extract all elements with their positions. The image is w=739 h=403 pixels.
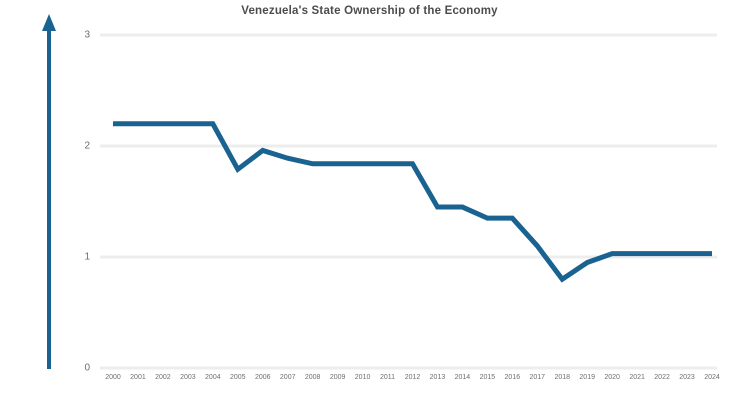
x-axis-tick-label: 2008 <box>304 374 321 381</box>
y-axis-labels: 0 1 2 3 <box>42 0 90 403</box>
x-axis-tick-label: 2000 <box>105 374 121 381</box>
x-axis-tick-label: 2012 <box>404 374 421 381</box>
x-axis-tick-label: 2015 <box>479 374 496 381</box>
x-axis-tick-label: 2002 <box>155 374 171 381</box>
x-axis-tick-label: 2024 <box>704 374 720 381</box>
x-axis-tick-label: 2022 <box>654 374 670 381</box>
x-axis-tick-label: 2020 <box>604 374 620 381</box>
x-axis-tick-label: 2016 <box>504 374 521 381</box>
y-axis-tick-label: 1 <box>84 251 90 263</box>
data-series-line <box>113 121 712 283</box>
x-axis-tick-label: 2009 <box>329 374 346 381</box>
x-axis-tick-label: 2011 <box>380 374 396 381</box>
x-axis-tick-label: 2018 <box>554 374 571 381</box>
x-axis-tick-label: 2007 <box>279 374 296 381</box>
y-axis-tick-label: 2 <box>84 140 90 152</box>
gridlines <box>100 33 717 370</box>
x-axis-tick-label: 2014 <box>454 374 471 381</box>
x-axis-tick-label: 2001 <box>130 374 146 381</box>
x-axis-tick-label: 2005 <box>229 374 246 381</box>
x-axis-tick-label: 2004 <box>205 374 221 381</box>
chart-title: Venezuela's State Ownership of the Econo… <box>241 5 498 17</box>
arrow-up-icon <box>42 14 56 369</box>
x-axis-tick-label: 2023 <box>679 374 695 381</box>
x-axis-labels: 2000 2001 2002 2003 2004 2005 2006 2007 2008 2009… <box>100 374 720 388</box>
x-axis-tick-label: 2019 <box>579 374 595 381</box>
x-axis-tick-label: 2021 <box>629 374 645 381</box>
x-axis-tick-label: 2013 <box>429 374 446 381</box>
y-axis-tick-label: 0 <box>84 362 90 374</box>
x-axis-tick-label: 2010 <box>354 374 371 381</box>
x-axis-tick-label: 2003 <box>180 374 196 381</box>
x-axis-tick-label: 2006 <box>254 374 271 381</box>
x-axis-tick-label: 2017 <box>529 374 546 381</box>
y-axis-tick-label: 3 <box>84 29 90 41</box>
